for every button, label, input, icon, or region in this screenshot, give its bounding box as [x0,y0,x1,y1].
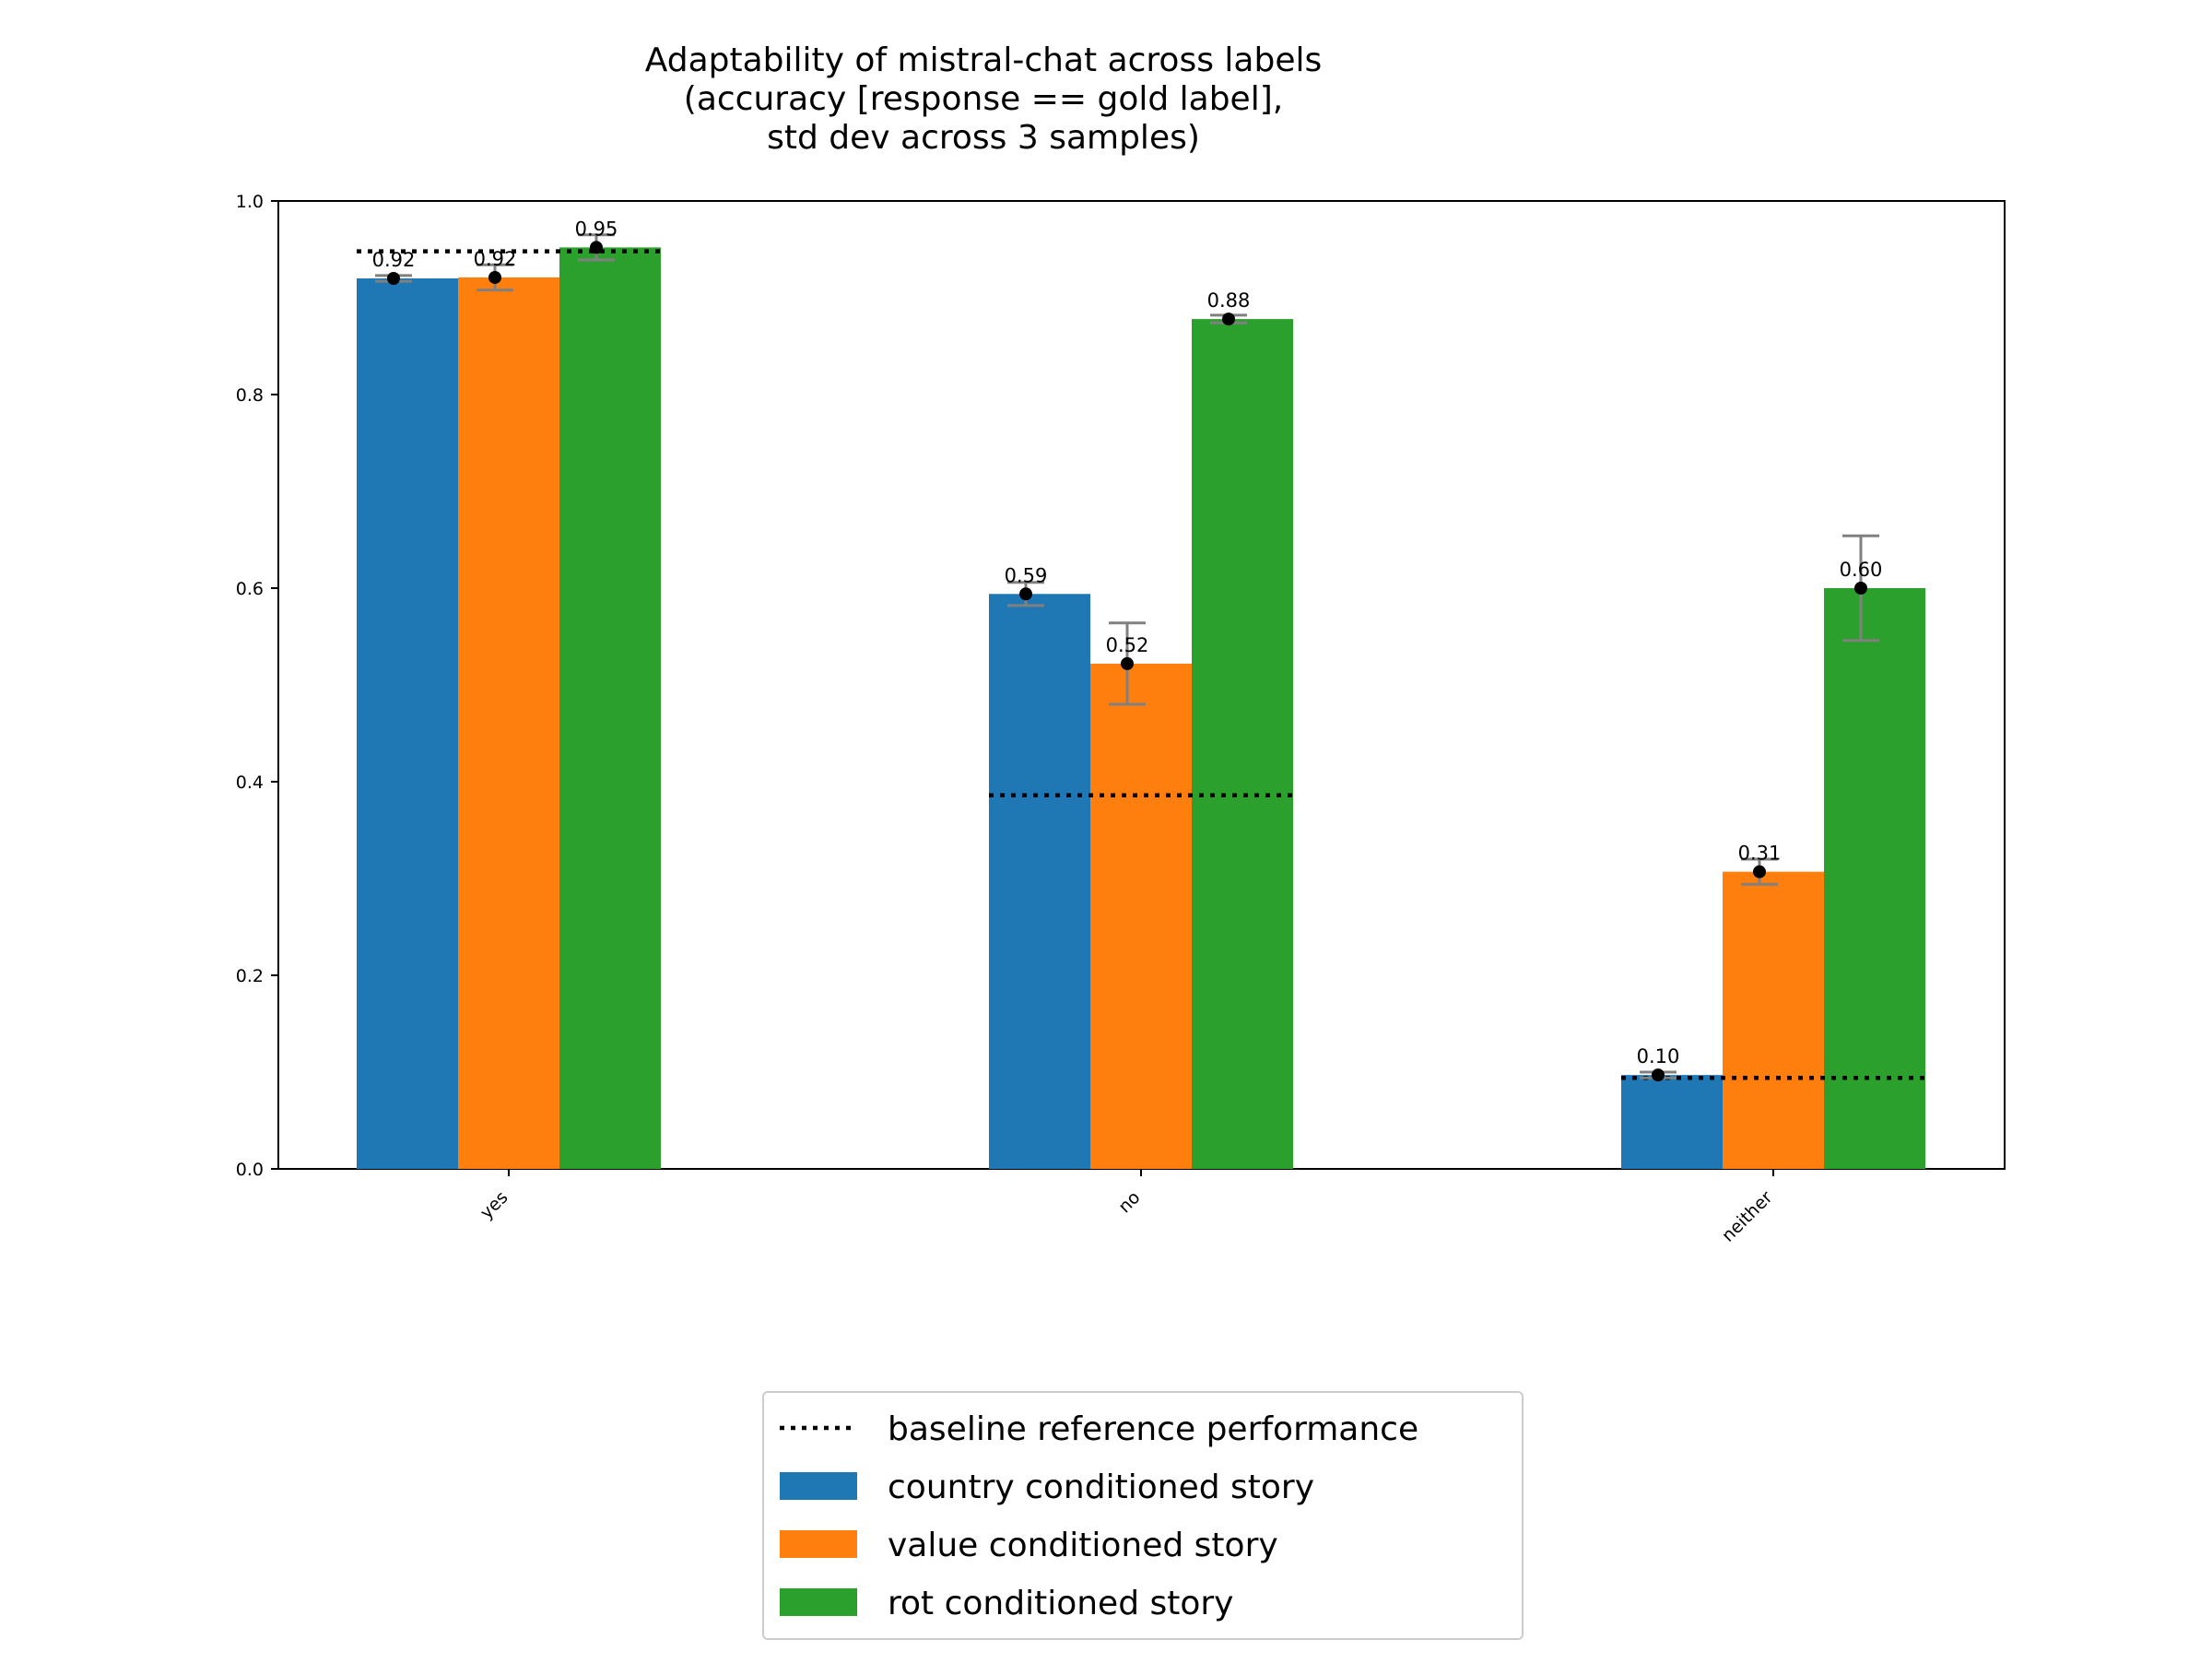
chart-title-line: (accuracy [response == gold label], [684,80,1283,118]
data-label: 0.31 [1738,843,1782,865]
legend-label-baseline: baseline reference performance [888,1410,1418,1448]
legend-frame [762,1391,1524,1640]
bar-value-conditioned-story [1090,663,1192,1169]
mean-point [488,270,501,284]
bar-country-conditioned-story [989,594,1090,1169]
data-label: 0.92 [474,248,517,270]
mean-point [387,272,400,285]
bar-country-conditioned-story [1621,1075,1723,1169]
bar-country-conditioned-story [357,278,458,1169]
data-label: 0.92 [372,249,416,271]
y-tick-label: 0.0 [236,1160,264,1180]
legend: baseline reference performance country co… [762,1391,1524,1640]
chart-title-line: std dev across 3 samples) [767,119,1200,157]
bars [357,247,1925,1170]
bar-rot-conditioned-story [1192,319,1293,1170]
y-tick-label: 0.6 [236,579,264,599]
y-tick-label: 0.4 [236,773,264,793]
y-tick-label: 0.2 [236,966,264,986]
mean-point [1121,656,1134,670]
y-tick-label: 1.0 [236,192,264,212]
chart-title-line: Adaptability of mistral-chat across labe… [645,41,1322,79]
mean-point [1019,587,1032,601]
y-tick-label: 0.8 [236,385,264,406]
chart-title: Adaptability of mistral-chat across labe… [645,41,1322,157]
x-tick-label: neither [1718,1187,1777,1246]
legend-label: value conditioned story [888,1527,1278,1564]
error-bars [375,233,1879,1082]
bar-rot-conditioned-story [559,247,661,1169]
mean-point [1652,1068,1665,1082]
bar-value-conditioned-story [1723,871,1824,1169]
mean-point [1854,582,1867,595]
data-labels: 0.92 0.59 0.10 0.92 0.52 0.31 0.95 0.88 0.60 [372,218,1883,1067]
legend-label: rot conditioned story [888,1585,1234,1622]
bar-value-conditioned-story [458,277,559,1169]
data-label: 0.60 [1840,559,1883,581]
legend-label: country conditioned story [888,1468,1314,1506]
bar-rot-conditioned-story [1824,588,1925,1169]
data-label: 0.52 [1106,634,1149,656]
x-tick-label: no [1114,1187,1144,1217]
legend-swatch-rot-conditioned-story [780,1588,857,1616]
data-label: 0.88 [1207,289,1251,312]
data-label: 0.59 [1005,564,1048,586]
legend-swatch-country-conditioned-story [780,1472,857,1500]
mean-point [1753,865,1766,879]
x-tick-label: yes [477,1187,512,1223]
mean-point [590,241,603,254]
data-label: 0.10 [1637,1045,1680,1067]
legend-swatch-value-conditioned-story [780,1530,857,1558]
data-label: 0.95 [575,218,618,240]
mean-point [1222,313,1235,326]
